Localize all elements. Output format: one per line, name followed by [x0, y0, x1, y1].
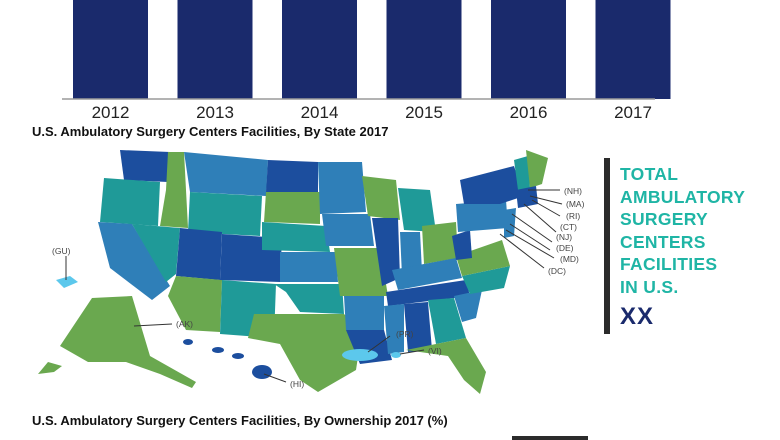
state-sc	[454, 290, 482, 322]
map-section-title: U.S. Ambulatory Surgery Centers Faciliti…	[32, 124, 389, 139]
state-ky	[392, 258, 462, 290]
territory-pr	[342, 349, 378, 361]
state-ok	[274, 284, 344, 314]
state-fl	[406, 338, 486, 394]
state-mi	[398, 188, 436, 232]
label-ma: (MA)	[566, 199, 585, 209]
bar-2017	[595, 0, 671, 99]
state-nj-de-md	[504, 208, 516, 238]
state-wi	[362, 176, 400, 220]
state-al	[404, 302, 432, 352]
label-gu: (GU)	[52, 246, 71, 256]
callout-labels: (NH) (MA) (RI) (CT) (NJ) (DE) (MD) (DC) …	[52, 186, 585, 389]
total-label-line: AMBULATORY	[620, 186, 746, 207]
total-label-line: FACILITIES	[620, 254, 718, 274]
ownership-chart-stub	[512, 436, 588, 440]
territory-vi	[391, 352, 401, 358]
state-ny	[460, 166, 524, 204]
x-tick-2017: 2017	[614, 103, 652, 122]
x-tick-2015: 2015	[405, 103, 443, 122]
state-ms	[384, 304, 404, 354]
total-label-line: CENTERS	[620, 231, 706, 252]
x-tick-2013: 2013	[196, 103, 234, 122]
state-wa	[120, 150, 170, 182]
label-md: (MD)	[560, 254, 579, 264]
state-ks	[280, 252, 338, 282]
state-sd	[264, 192, 320, 224]
bar-2015	[386, 0, 462, 99]
total-label-line: SURGERY	[620, 209, 708, 229]
state-nv	[132, 224, 180, 282]
state-me	[526, 150, 548, 188]
bar-2012	[73, 0, 148, 99]
state-ar	[344, 296, 384, 330]
state-ak-islands	[38, 362, 62, 374]
state-or	[100, 178, 160, 226]
bars-group	[73, 0, 671, 99]
state-wy	[188, 192, 262, 236]
bar-2013	[177, 0, 253, 99]
state-mn	[318, 162, 366, 214]
label-vi: (VI)	[428, 346, 442, 356]
state-ca	[98, 222, 170, 300]
state-nc	[462, 266, 510, 294]
x-tick-labels: 2012 2013 2014 2015 2016 2017	[92, 103, 652, 122]
x-tick-2016: 2016	[510, 103, 548, 122]
state-tn	[386, 280, 470, 306]
total-value: XX	[620, 303, 655, 330]
state-ma-ct-ri	[516, 186, 538, 208]
label-ak: (AK)	[176, 319, 193, 329]
state-ne	[262, 222, 330, 252]
state-mo	[334, 248, 388, 296]
state-id	[160, 152, 188, 228]
ownership-section-title: U.S. Ambulatory Surgery Centers Faciliti…	[32, 413, 448, 428]
label-ct: (CT)	[560, 222, 577, 232]
us-state-map: (NH) (MA) (RI) (CT) (NJ) (DE) (MD) (DC) …	[38, 150, 585, 394]
territory-gu	[56, 276, 78, 288]
state-hi	[183, 339, 272, 379]
bar-2014	[282, 0, 357, 99]
label-ri: (RI)	[566, 211, 580, 221]
total-label-line: IN U.S.	[620, 276, 679, 297]
state-pa	[456, 200, 508, 232]
callout-lines	[65, 189, 563, 383]
state-wv	[452, 230, 472, 260]
state-ut	[176, 228, 222, 280]
x-tick-2012: 2012	[92, 103, 130, 122]
mainland-states	[98, 150, 548, 394]
state-vt-nh	[514, 156, 530, 190]
total-label-line: TOTAL	[620, 164, 679, 184]
state-ia	[322, 214, 374, 246]
total-label: TOTAL AMBULATORY SURGERY CENTERS FACILIT…	[620, 163, 780, 298]
label-de: (DE)	[556, 243, 574, 253]
state-tx	[248, 314, 362, 392]
bar-chart: 2012 2013 2014 2015 2016 2017	[62, 0, 671, 122]
label-nh: (NH)	[564, 186, 582, 196]
state-nd	[266, 160, 318, 192]
state-in	[400, 232, 422, 276]
label-pr: (PR)	[396, 329, 414, 339]
total-accent-bar	[604, 158, 610, 334]
label-nj: (NJ)	[556, 232, 572, 242]
state-ak	[60, 296, 196, 388]
state-va	[456, 240, 510, 276]
state-ga	[428, 298, 466, 344]
state-oh	[422, 222, 458, 264]
state-az	[168, 276, 222, 332]
state-il	[372, 218, 400, 286]
x-tick-2014: 2014	[301, 103, 339, 122]
state-mt	[184, 152, 268, 196]
bar-2016	[491, 0, 566, 99]
label-hi: (HI)	[290, 379, 304, 389]
label-dc: (DC)	[548, 266, 566, 276]
